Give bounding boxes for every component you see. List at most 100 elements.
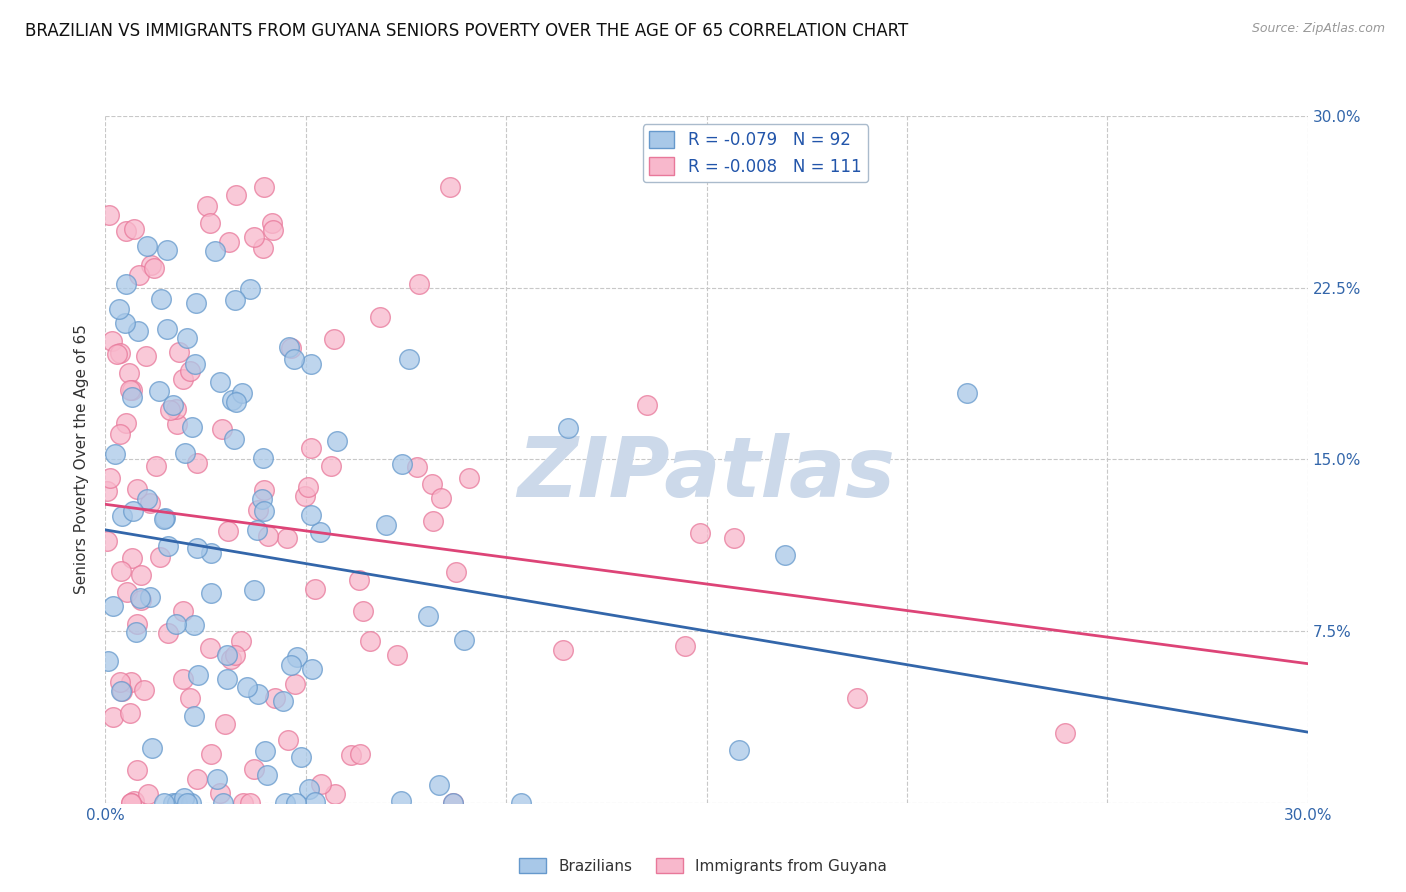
Point (118, 706, 141, 720)
Point (301, 357, 323, 371)
Point (208, 786, 231, 800)
Point (174, 446, 197, 460)
Point (444, 565, 467, 579)
Point (224, 293, 246, 307)
Point (284, 677, 307, 691)
Point (127, 324, 149, 338)
Point (252, 241, 274, 255)
Point (167, 345, 190, 359)
Point (104, 447, 127, 461)
Point (186, 772, 208, 786)
Point (108, 345, 131, 359)
Point (183, 357, 205, 371)
Point (121, 390, 143, 404)
Point (297, 480, 319, 494)
Point (156, 322, 179, 336)
Point (214, 717, 236, 731)
Point (176, 331, 198, 345)
Point (114, 224, 136, 238)
Point (120, 674, 142, 689)
Point (217, 648, 239, 663)
Point (274, 796, 297, 810)
Point (149, 550, 172, 565)
Point (101, 334, 124, 348)
Point (323, 788, 346, 802)
Point (319, 458, 342, 473)
Point (453, 632, 475, 647)
Point (271, 694, 294, 708)
Point (118, 384, 141, 398)
Point (260, 216, 283, 230)
Point (304, 795, 326, 809)
Point (101, 599, 124, 613)
Point (264, 690, 287, 705)
Point (253, 179, 276, 194)
Point (121, 383, 143, 397)
Point (97, 655, 120, 669)
Point (375, 517, 398, 532)
Point (441, 796, 464, 810)
Point (165, 401, 187, 416)
Point (359, 634, 381, 648)
Point (183, 709, 205, 723)
Point (457, 471, 479, 485)
Point (180, 796, 202, 810)
Point (285, 650, 308, 665)
Point (416, 609, 439, 624)
Point (141, 258, 163, 272)
Point (311, 777, 333, 791)
Point (301, 662, 323, 676)
Point (108, 426, 131, 441)
Point (181, 419, 204, 434)
Point (198, 216, 221, 230)
Point (215, 673, 238, 687)
Point (398, 351, 420, 366)
Point (129, 591, 152, 605)
Point (124, 222, 146, 236)
Point (325, 434, 347, 448)
Point (127, 763, 149, 777)
Point (200, 546, 222, 560)
Point (125, 482, 148, 496)
Text: BRAZILIAN VS IMMIGRANTS FROM GUYANA SENIORS POVERTY OVER THE AGE OF 65 CORRELATI: BRAZILIAN VS IMMIGRANTS FROM GUYANA SENI… (25, 22, 908, 40)
Point (262, 223, 284, 237)
Point (298, 782, 321, 797)
Point (150, 293, 173, 307)
Point (136, 238, 159, 252)
Y-axis label: Seniors Poverty Over the Age of 65: Seniors Poverty Over the Age of 65 (75, 325, 90, 594)
Point (205, 772, 228, 786)
Point (250, 491, 273, 506)
Point (280, 658, 302, 673)
Point (120, 796, 142, 810)
Point (155, 511, 177, 525)
Point (551, 643, 574, 657)
Point (304, 582, 326, 597)
Point (340, 748, 363, 763)
Point (121, 550, 143, 565)
Point (105, 347, 128, 361)
Point (162, 796, 184, 810)
Point (110, 683, 132, 698)
Point (439, 180, 461, 194)
Point (204, 244, 226, 259)
Point (145, 458, 167, 473)
Point (239, 282, 262, 296)
Point (219, 652, 242, 666)
Point (148, 384, 170, 398)
Point (108, 301, 131, 316)
Point (122, 503, 145, 517)
Point (283, 351, 305, 366)
Point (176, 796, 198, 810)
Point (277, 733, 299, 747)
Point (352, 604, 374, 618)
Point (229, 634, 252, 648)
Point (385, 648, 408, 662)
Point (368, 310, 391, 325)
Point (117, 366, 139, 380)
Point (136, 788, 159, 802)
Point (187, 668, 209, 682)
Point (135, 349, 157, 363)
Point (277, 340, 299, 354)
Point (408, 277, 430, 292)
Point (299, 508, 322, 523)
